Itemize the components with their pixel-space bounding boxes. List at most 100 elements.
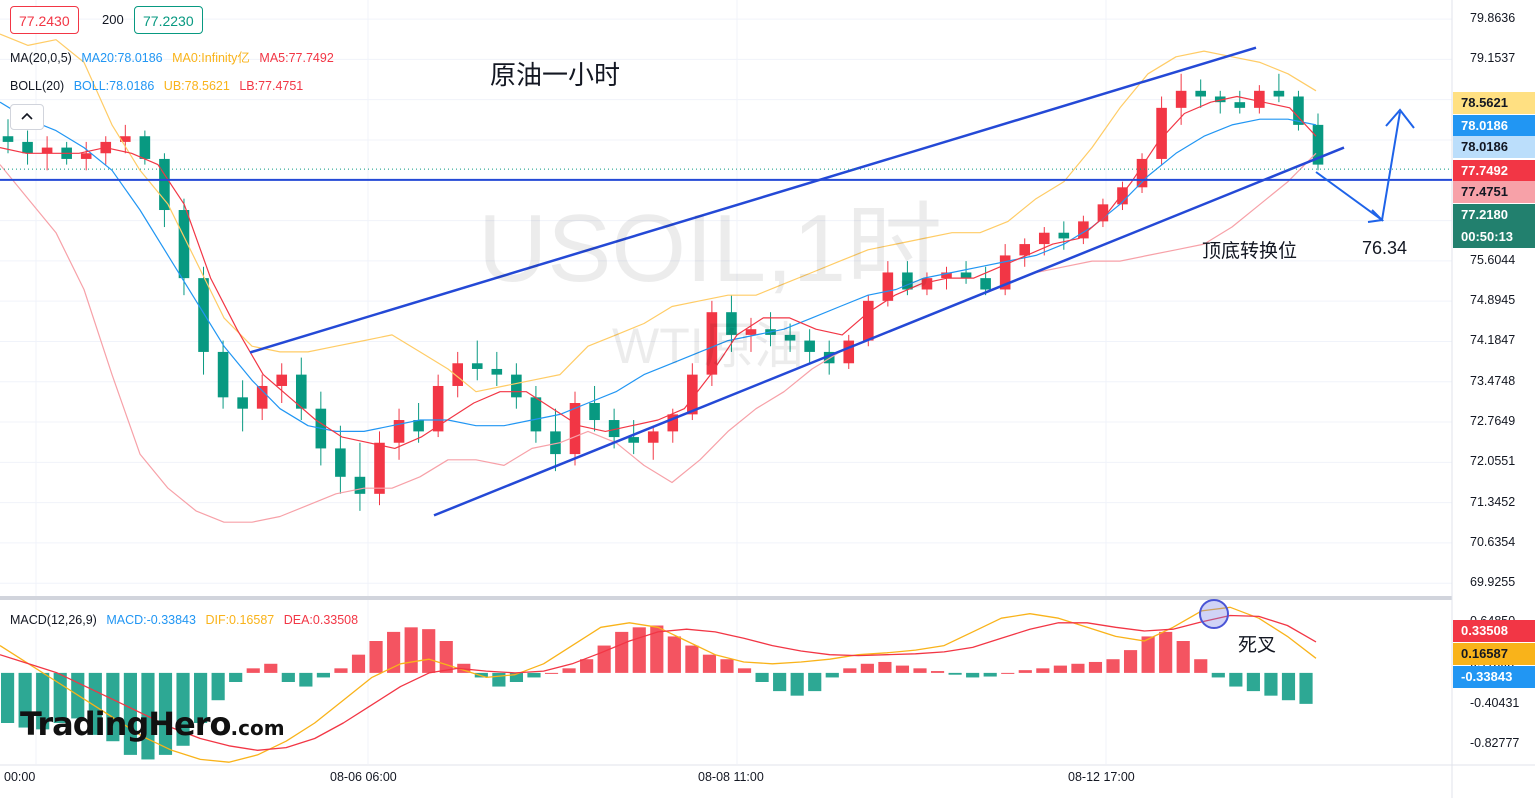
boll-upper-value: UB:78.5621 xyxy=(163,79,230,93)
price-axis-tick: 72.7649 xyxy=(1470,414,1516,429)
ma-title: MA(20,0,5) xyxy=(10,51,72,65)
bearish-candle xyxy=(784,323,796,352)
bearish-candle xyxy=(1234,90,1246,114)
macd-legend[interactable]: MACD(12,26,9) MACD:-0.33843 DIF:0.16587 … xyxy=(10,613,364,627)
bearish-candle xyxy=(22,130,33,165)
candle-body xyxy=(80,153,92,159)
bearish-candle xyxy=(159,153,170,228)
bearish-candle xyxy=(217,340,229,409)
spread-value: 200 xyxy=(102,12,124,27)
macd-bar-negative xyxy=(211,672,225,701)
macd-bar-negative xyxy=(825,672,839,678)
macd-bar-positive xyxy=(737,668,752,673)
macd-bar-positive xyxy=(615,631,629,673)
bearish-candle xyxy=(511,363,522,409)
price-tag: 77.4751 xyxy=(1453,181,1535,203)
bullish-candle xyxy=(921,272,933,296)
price-axis-tick: 74.8945 xyxy=(1470,293,1516,308)
macd-bar-positive xyxy=(843,668,857,673)
candle-body xyxy=(237,397,248,409)
candle-body xyxy=(1254,90,1265,108)
macd-bar-positive xyxy=(702,654,717,673)
bearish-candle xyxy=(198,266,209,375)
macd-bar-negative xyxy=(1229,672,1243,687)
boll-lower-value: LB:77.4751 xyxy=(239,79,304,93)
candle-body xyxy=(1195,90,1206,97)
bullish-candle xyxy=(745,317,757,352)
bearish-candle xyxy=(960,261,972,284)
price-axis-tick: 71.3452 xyxy=(1470,494,1516,509)
candle-body xyxy=(726,312,737,335)
candle-body xyxy=(1117,187,1128,205)
macd-bar-positive xyxy=(580,659,594,673)
channel-lower-trendline xyxy=(433,146,1345,517)
macd-title: MACD(12,26,9) xyxy=(10,613,97,627)
candle-body xyxy=(1175,90,1187,108)
macd-bar-positive xyxy=(1141,636,1155,673)
bullish-candle xyxy=(863,295,874,347)
bullish-candle xyxy=(100,136,112,165)
candle-body xyxy=(1019,244,1031,256)
ma-legend[interactable]: MA(20,0,5) MA20:78.0186 MA0:Infinity亿 MA… xyxy=(10,47,340,66)
macd-bar-negative xyxy=(948,672,962,675)
macd-bar-positive xyxy=(1176,641,1190,673)
candle-body xyxy=(295,374,307,409)
bid-price-box[interactable]: 77.2430 xyxy=(10,6,79,34)
bullish-candle xyxy=(1136,153,1148,193)
candle-body xyxy=(159,158,170,211)
candle-body xyxy=(354,476,366,494)
candle-body xyxy=(921,278,933,290)
candle-body xyxy=(823,351,835,364)
macd-bar-negative xyxy=(106,672,120,742)
bearish-candle xyxy=(550,408,561,472)
macd-dea-line xyxy=(0,614,1317,751)
macd-bar-positive xyxy=(387,631,401,673)
bullish-candle xyxy=(1117,181,1128,211)
candle-body xyxy=(22,141,33,154)
candle-body xyxy=(1078,221,1089,239)
bearish-candle xyxy=(354,442,366,511)
bullish-candle xyxy=(569,391,581,466)
price-tag: 78.0186 xyxy=(1453,115,1535,137)
macd-bar-positive xyxy=(1001,672,1015,674)
brand-logo: TradingHero.com xyxy=(20,705,285,743)
macd-bar-negative xyxy=(1264,672,1278,696)
macd-bar-negative xyxy=(509,672,524,682)
macd-bar-positive xyxy=(1123,650,1138,673)
macd-bar-negative xyxy=(18,672,32,728)
death-cross-marker xyxy=(1199,599,1229,629)
macd-tag: 0.16587 xyxy=(1453,643,1535,665)
macd-bar-positive xyxy=(685,645,699,673)
bearish-candle xyxy=(1293,90,1304,131)
candle-body xyxy=(804,340,815,352)
candle-body xyxy=(1214,96,1226,103)
boll-legend[interactable]: BOLL(20) BOLL:78.0186 UB:78.5621 LB:77.4… xyxy=(10,79,309,93)
macd-bar-negative xyxy=(983,672,997,677)
bullish-candle xyxy=(432,374,444,438)
macd-bar-positive xyxy=(1018,670,1032,673)
candle-body xyxy=(941,272,952,279)
bullish-candle xyxy=(1038,227,1050,256)
bullish-candle xyxy=(999,244,1011,296)
macd-bar-positive xyxy=(895,665,910,673)
macd-bar-negative xyxy=(281,672,295,682)
macd-tag: 0.33508 xyxy=(1453,620,1535,642)
price-axis-tick: 70.6354 xyxy=(1470,534,1516,549)
macd-bar-positive xyxy=(1088,661,1103,673)
candle-body xyxy=(687,374,698,415)
candle-body xyxy=(2,136,14,142)
bearish-candle xyxy=(1214,90,1226,114)
collapse-legend-button[interactable] xyxy=(10,104,44,130)
macd-bar-positive xyxy=(1106,659,1120,673)
bearish-candle xyxy=(237,380,248,432)
bearish-candle xyxy=(1312,113,1324,171)
macd-bar-negative xyxy=(773,672,787,692)
candle-body xyxy=(980,278,991,290)
ma5-value: MA5:77.7492 xyxy=(259,51,334,65)
macd-bar-negative xyxy=(966,672,980,678)
bullish-candle xyxy=(667,408,679,443)
price-tag: 78.0186 xyxy=(1453,136,1535,158)
macd-bar-negative xyxy=(1299,672,1313,704)
ask-price-box[interactable]: 77.2230 xyxy=(134,6,203,34)
